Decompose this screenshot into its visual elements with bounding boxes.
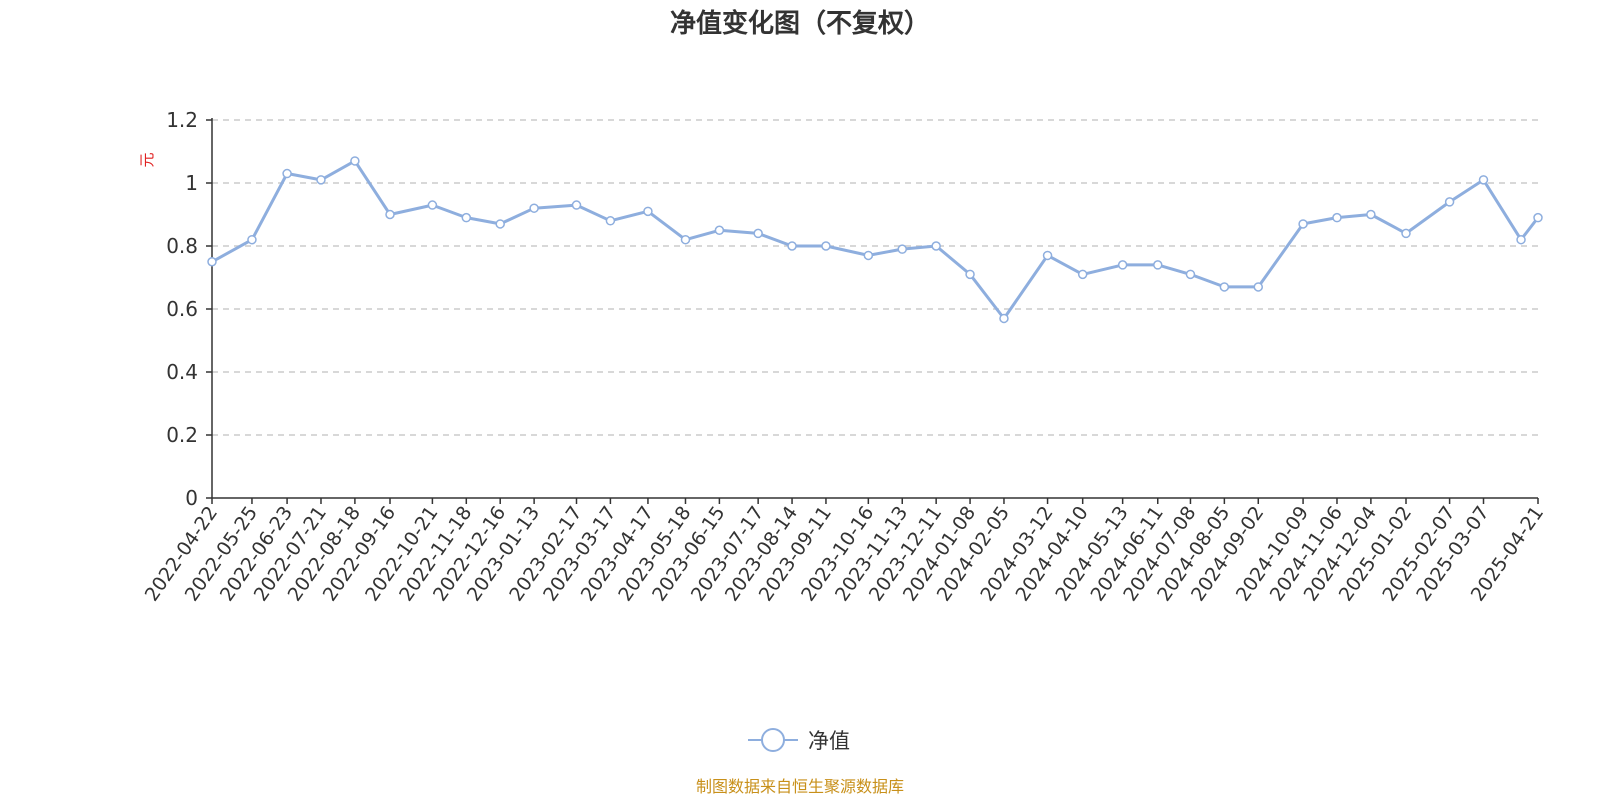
y-tick-label: 0.4 — [166, 360, 198, 384]
data-point[interactable] — [643, 206, 653, 217]
data-point[interactable] — [1516, 234, 1526, 245]
data-point[interactable] — [863, 250, 874, 261]
data-point[interactable] — [350, 156, 360, 166]
series-layer — [207, 156, 1543, 324]
data-point[interactable] — [495, 219, 505, 229]
data-point[interactable] — [1117, 260, 1128, 270]
data-point[interactable] — [529, 203, 539, 213]
data-point[interactable] — [605, 216, 616, 226]
y-tick-label: 1.2 — [166, 108, 198, 132]
data-point[interactable] — [1332, 212, 1342, 223]
grid-lines — [212, 119, 1538, 436]
data-point[interactable] — [1253, 282, 1264, 292]
y-tick-label: 0.2 — [166, 423, 198, 447]
data-point[interactable] — [1042, 250, 1053, 261]
data-point[interactable] — [1478, 175, 1489, 185]
legend-label: 净值 — [808, 729, 850, 753]
data-point[interactable] — [965, 269, 975, 280]
data-point[interactable] — [1185, 269, 1196, 280]
data-point[interactable] — [282, 168, 292, 179]
y-tick-label: 0.8 — [166, 234, 198, 258]
y-axis-label: 元 — [138, 152, 156, 167]
data-point[interactable] — [461, 212, 472, 223]
data-point[interactable] — [821, 241, 831, 251]
chart-title: 净值变化图（不复权） — [670, 8, 930, 39]
data-point[interactable] — [999, 313, 1009, 324]
data-point[interactable] — [1444, 197, 1455, 207]
data-point[interactable] — [1401, 228, 1411, 239]
data-point[interactable] — [207, 257, 217, 267]
source-note: 制图数据来自恒生聚源数据库 — [696, 777, 904, 796]
y-axis-ticks: 0 0.2 0.4 0.6 0.8 1 1.2 — [166, 108, 212, 510]
data-point[interactable] — [247, 234, 257, 245]
data-point[interactable] — [897, 244, 907, 254]
data-point[interactable] — [571, 200, 582, 210]
data-point[interactable] — [1153, 260, 1163, 270]
axes — [211, 118, 1538, 499]
data-point[interactable] — [787, 241, 797, 251]
y-tick-label: 0 — [185, 486, 198, 510]
data-point[interactable] — [1077, 269, 1088, 280]
data-point[interactable] — [714, 225, 725, 235]
series-line — [211, 159, 1540, 320]
y-tick-label: 0.6 — [166, 297, 198, 321]
circle-line-marker-icon — [761, 728, 785, 752]
data-point[interactable] — [1366, 209, 1376, 220]
data-point[interactable] — [931, 241, 941, 251]
legend[interactable]: 净值 — [748, 728, 850, 753]
data-point[interactable] — [753, 228, 763, 239]
data-point[interactable] — [427, 200, 438, 210]
data-point[interactable] — [385, 209, 395, 220]
data-point[interactable] — [680, 234, 691, 245]
data-point[interactable] — [1298, 219, 1308, 229]
y-tick-label: 1 — [185, 171, 198, 195]
data-point[interactable] — [1219, 282, 1230, 292]
data-point[interactable] — [316, 175, 326, 185]
data-point[interactable] — [1533, 212, 1543, 223]
x-axis-ticks: 2022-04-222022-05-252022-06-232022-07-21… — [141, 498, 1548, 605]
